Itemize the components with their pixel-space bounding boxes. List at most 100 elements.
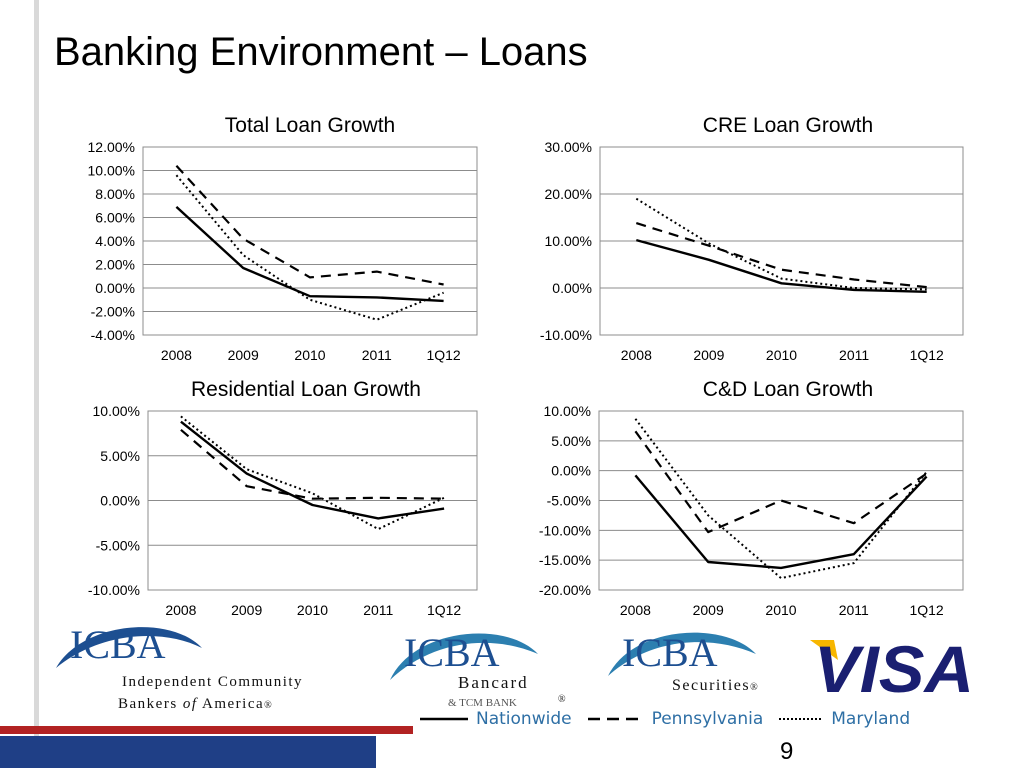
y-tick-label: -2.00% xyxy=(91,304,135,320)
legend-label: Maryland xyxy=(831,709,911,729)
y-tick-label: -20.00% xyxy=(539,582,591,598)
y-tick-label: -5.00% xyxy=(547,493,591,509)
visa-mark: VISA xyxy=(814,632,974,700)
series-line-pennsylvania xyxy=(634,430,928,534)
series-line-maryland xyxy=(635,197,927,291)
legend-label: Pennsylvania xyxy=(651,709,764,729)
icba-securities-logo: ICBA Securities® xyxy=(606,614,806,706)
y-tick-label: 5.00% xyxy=(100,448,140,464)
series-line-maryland xyxy=(634,418,928,580)
bancard-sub: Bancard xyxy=(458,673,529,692)
plot-frame xyxy=(142,146,478,336)
x-tick-label: 2011 xyxy=(362,347,392,363)
y-tick-label: 10.00% xyxy=(88,163,135,179)
legend-item-nationwide: Nationwide xyxy=(418,709,572,729)
chart-title: Total Loan Growth xyxy=(225,114,395,137)
icba-logo: ICBA Independent Community Bankers of Am… xyxy=(52,614,382,714)
plot-frame xyxy=(147,410,478,591)
y-tick-label: 20.00% xyxy=(545,186,592,202)
series-line-pennsylvania xyxy=(180,428,445,500)
icba-line2: Bankers of America® xyxy=(118,696,273,712)
y-tick-label: -10.00% xyxy=(88,582,140,598)
x-tick-label: 2011 xyxy=(839,602,869,618)
dashed-line-icon xyxy=(587,717,644,721)
legend-item-pennsylvania: Pennsylvania xyxy=(586,709,764,729)
x-tick-label: 2008 xyxy=(161,347,192,363)
y-tick-label: 6.00% xyxy=(95,210,135,226)
x-tick-label: 1Q12 xyxy=(426,347,460,363)
x-tick-label: 2010 xyxy=(765,602,796,618)
x-tick-label: 2008 xyxy=(620,602,651,618)
y-tick-label: -15.00% xyxy=(539,552,591,568)
x-tick-label: 2011 xyxy=(363,602,393,618)
y-tick-label: 0.00% xyxy=(552,280,592,296)
visa-logo: VISA xyxy=(808,630,978,700)
y-tick-label: 30.00% xyxy=(545,139,592,155)
series-line-pennsylvania xyxy=(175,165,444,286)
page-number: 9 xyxy=(780,738,794,765)
chart-title: C&D Loan Growth xyxy=(703,378,873,401)
slide-title: Banking Environment – Loans xyxy=(54,30,588,74)
footer-bar-red xyxy=(0,726,413,734)
y-tick-label: -10.00% xyxy=(539,522,591,538)
left-rule xyxy=(34,0,39,768)
x-tick-label: 2008 xyxy=(621,347,652,363)
legend-item-maryland: Maryland xyxy=(777,709,910,729)
icba-line1: Independent Community xyxy=(122,674,303,690)
x-tick-label: 2011 xyxy=(839,347,869,363)
x-tick-label: 2010 xyxy=(766,347,797,363)
charts-canvas: Total Loan Growth 12.00% 10.00% 8.00% 6.00% 4… xyxy=(88,114,964,618)
y-tick-label: 10.00% xyxy=(545,233,592,249)
series-line-maryland xyxy=(180,415,445,531)
y-tick-label: 0.00% xyxy=(95,280,135,296)
series-line-nationwide xyxy=(175,206,444,303)
bancard-reg: ® xyxy=(558,694,566,705)
y-tick-label: 2.00% xyxy=(95,257,135,273)
x-tick-label: 1Q12 xyxy=(427,602,461,618)
y-tick-label: 4.00% xyxy=(95,233,135,249)
chart-0: Total Loan Growth 12.00% 10.00% 8.00% 6.00% 4… xyxy=(88,114,478,363)
chart-1: CRE Loan Growth 30.00% 20.00% 10.00% 0.00% -1… xyxy=(540,114,964,363)
y-tick-label: 10.00% xyxy=(544,403,591,419)
solid-line-icon xyxy=(420,717,468,721)
y-tick-label: 8.00% xyxy=(95,186,135,202)
visa-gold-icon xyxy=(810,640,838,660)
bancard-sub2: & TCM BANK xyxy=(448,697,517,706)
x-tick-label: 2009 xyxy=(693,602,724,618)
y-tick-label: -10.00% xyxy=(540,327,592,343)
chart-3: C&D Loan Growth 10.00% 5.00% 0.00% -5.00% -10… xyxy=(539,378,964,618)
icba-mark: ICBA xyxy=(70,622,166,667)
securities-mark: ICBA xyxy=(622,630,718,675)
y-tick-label: 12.00% xyxy=(88,139,135,155)
series-line-nationwide xyxy=(635,238,927,293)
legend-label: Nationwide xyxy=(476,709,572,729)
plot-frame xyxy=(598,410,964,591)
y-tick-label: -5.00% xyxy=(96,537,140,553)
icba-swoosh-icon xyxy=(56,627,202,668)
legend: Nationwide Pennsylvania Maryland xyxy=(418,706,924,732)
x-tick-label: 2009 xyxy=(693,347,724,363)
x-tick-label: 2009 xyxy=(231,602,262,618)
dotted-line-icon xyxy=(779,718,824,720)
x-tick-label: 2010 xyxy=(294,347,325,363)
y-tick-label: 5.00% xyxy=(551,433,591,449)
series-line-nationwide xyxy=(180,420,445,520)
x-tick-label: 1Q12 xyxy=(910,347,944,363)
securities-sub: Securities® xyxy=(672,677,759,694)
icba-bancard-logo: ICBA Bancard ® & TCM BANK xyxy=(388,614,578,706)
x-tick-label: 2008 xyxy=(165,602,196,618)
x-tick-label: 2009 xyxy=(228,347,259,363)
y-tick-label: -4.00% xyxy=(91,327,135,343)
y-tick-label: 0.00% xyxy=(100,493,140,509)
bancard-mark: ICBA xyxy=(404,630,500,675)
plot-frame xyxy=(599,146,964,336)
x-tick-label: 2010 xyxy=(297,602,328,618)
y-tick-label: 0.00% xyxy=(551,463,591,479)
footer-bar-blue xyxy=(0,736,376,768)
securities-swoosh-icon xyxy=(608,632,756,676)
bancard-swoosh-icon xyxy=(390,633,538,680)
y-tick-label: 10.00% xyxy=(93,403,140,419)
x-tick-label: 1Q12 xyxy=(909,602,943,618)
series-line-nationwide xyxy=(634,474,928,570)
chart-2: Residential Loan Growth 10.00% 5.00% 0.00% -… xyxy=(88,378,478,618)
